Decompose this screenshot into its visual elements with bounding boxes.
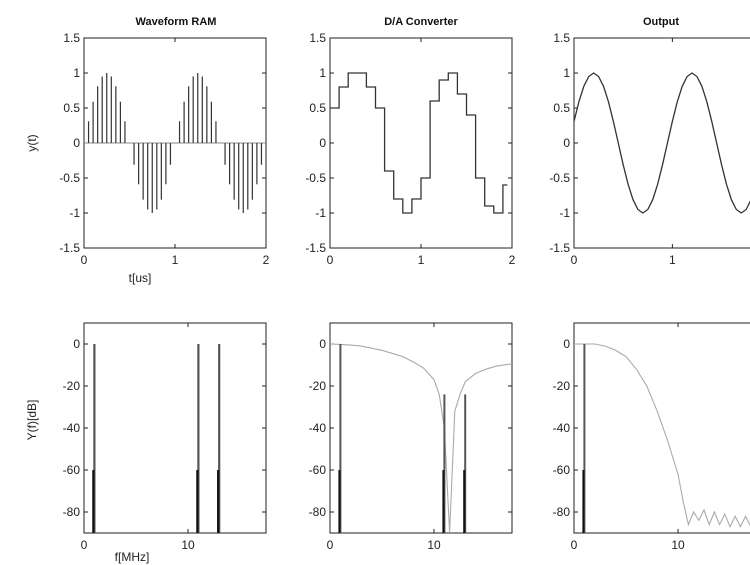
- title-dac: D/A Converter: [384, 16, 458, 28]
- x-tick-label: 0: [327, 538, 334, 552]
- y-tick-label: -40: [309, 421, 327, 435]
- axes-frame: [329, 37, 513, 249]
- ylabel-y-t: y(t): [25, 134, 39, 151]
- y-tick-label: -0.5: [549, 171, 570, 185]
- y-tick-label: 0: [73, 136, 80, 150]
- y-tick-label: 0: [563, 136, 570, 150]
- title-output: Output: [643, 16, 679, 28]
- x-tick-label: 10: [671, 538, 685, 552]
- axes-frame: [83, 322, 267, 534]
- x-tick-label: 0: [327, 253, 334, 267]
- y-tick-label: 1: [319, 66, 326, 80]
- y-tick-label: 1: [563, 66, 570, 80]
- x-tick-label: 0: [81, 538, 88, 552]
- y-tick-label: 0.5: [309, 101, 326, 115]
- y-tick-label: 0: [73, 337, 80, 351]
- y-tick-label: -20: [309, 379, 327, 393]
- output-curve: [574, 72, 750, 214]
- panel-waveform-ram: Waveform RAM t[us] y(t) 1.5 1 0.5 0 -0.5 -1 -1…: [25, 16, 270, 285]
- y-tick-label: 1.5: [553, 31, 570, 45]
- y-tick-label: -80: [309, 505, 327, 519]
- x-tick-label: 2: [263, 253, 270, 267]
- panel-output-spectrum: 0 -20 -40 -60 -80 0 10: [553, 322, 750, 552]
- y-tick-label: 1: [73, 66, 80, 80]
- xlabel-t-us: t[us]: [129, 271, 152, 285]
- x-tick-label: 1: [418, 253, 425, 267]
- y-tick-label: -60: [553, 463, 571, 477]
- y-tick-label: -1: [69, 206, 80, 220]
- ylabel-y-f-db: Y(f)[dB]: [25, 400, 39, 441]
- x-tick-label: 0: [571, 538, 578, 552]
- plot-area: [574, 343, 750, 533]
- step-line: [330, 72, 508, 214]
- x-tick-label: 1: [669, 253, 676, 267]
- y-tick-label: 1.5: [309, 31, 326, 45]
- y-tick-label: -20: [553, 379, 571, 393]
- plot-area: [84, 73, 266, 213]
- axes-frame: [573, 37, 750, 249]
- y-tick-label: -20: [63, 379, 81, 393]
- plot-area: [330, 72, 508, 214]
- y-tick-label: 0: [319, 136, 326, 150]
- y-tick-label: -1.5: [549, 241, 570, 255]
- x-tick-label: 10: [427, 538, 441, 552]
- y-tick-label: -1.5: [59, 241, 80, 255]
- panel-dac-spectrum: 0 -20 -40 -60 -80 0 10: [309, 322, 513, 552]
- xlabel-f-mhz: f[MHz]: [115, 550, 150, 564]
- x-tick-label: 10: [181, 538, 195, 552]
- y-tick-label: 0.5: [63, 101, 80, 115]
- plot-area: [92, 344, 221, 533]
- y-tick-label: -80: [553, 505, 571, 519]
- spectrum-envelope: [574, 343, 750, 529]
- y-tick-label: -0.5: [59, 171, 80, 185]
- title-waveform-ram: Waveform RAM: [136, 16, 217, 28]
- y-tick-label: -80: [63, 505, 81, 519]
- y-tick-label: -1: [315, 206, 326, 220]
- spectrum-envelope: [330, 343, 512, 533]
- plot-area: [330, 343, 512, 533]
- plot-area: [574, 72, 750, 214]
- y-tick-label: 0.5: [553, 101, 570, 115]
- x-tick-label: 2: [509, 253, 516, 267]
- x-tick-label: 0: [81, 253, 88, 267]
- axes-frame: [573, 322, 750, 534]
- y-tick-label: 0: [319, 337, 326, 351]
- panel-output: Output 1.510.50-0.5-1-1.50 1: [549, 16, 750, 267]
- y-tick-label: 1.5: [63, 31, 80, 45]
- y-tick-label: -1.5: [305, 241, 326, 255]
- y-tick-label: -0.5: [305, 171, 326, 185]
- y-tick-label: 0: [563, 337, 570, 351]
- x-tick-label: 1: [172, 253, 179, 267]
- panel-dac: D/A Converter 1.510.50-0.5-1-1.50 1 2: [305, 16, 515, 267]
- y-tick-label: -1: [559, 206, 570, 220]
- y-tick-label: -40: [553, 421, 571, 435]
- y-tick-label: -60: [63, 463, 81, 477]
- axes-frame: [329, 322, 513, 534]
- x-tick-label: 0: [571, 253, 578, 267]
- y-tick-label: -60: [309, 463, 327, 477]
- y-tick-label: -40: [63, 421, 81, 435]
- panel-waveform-ram-spectrum: f[MHz] Y(f)[dB] 0 -20 -40 -60 -80 0 10: [25, 322, 267, 564]
